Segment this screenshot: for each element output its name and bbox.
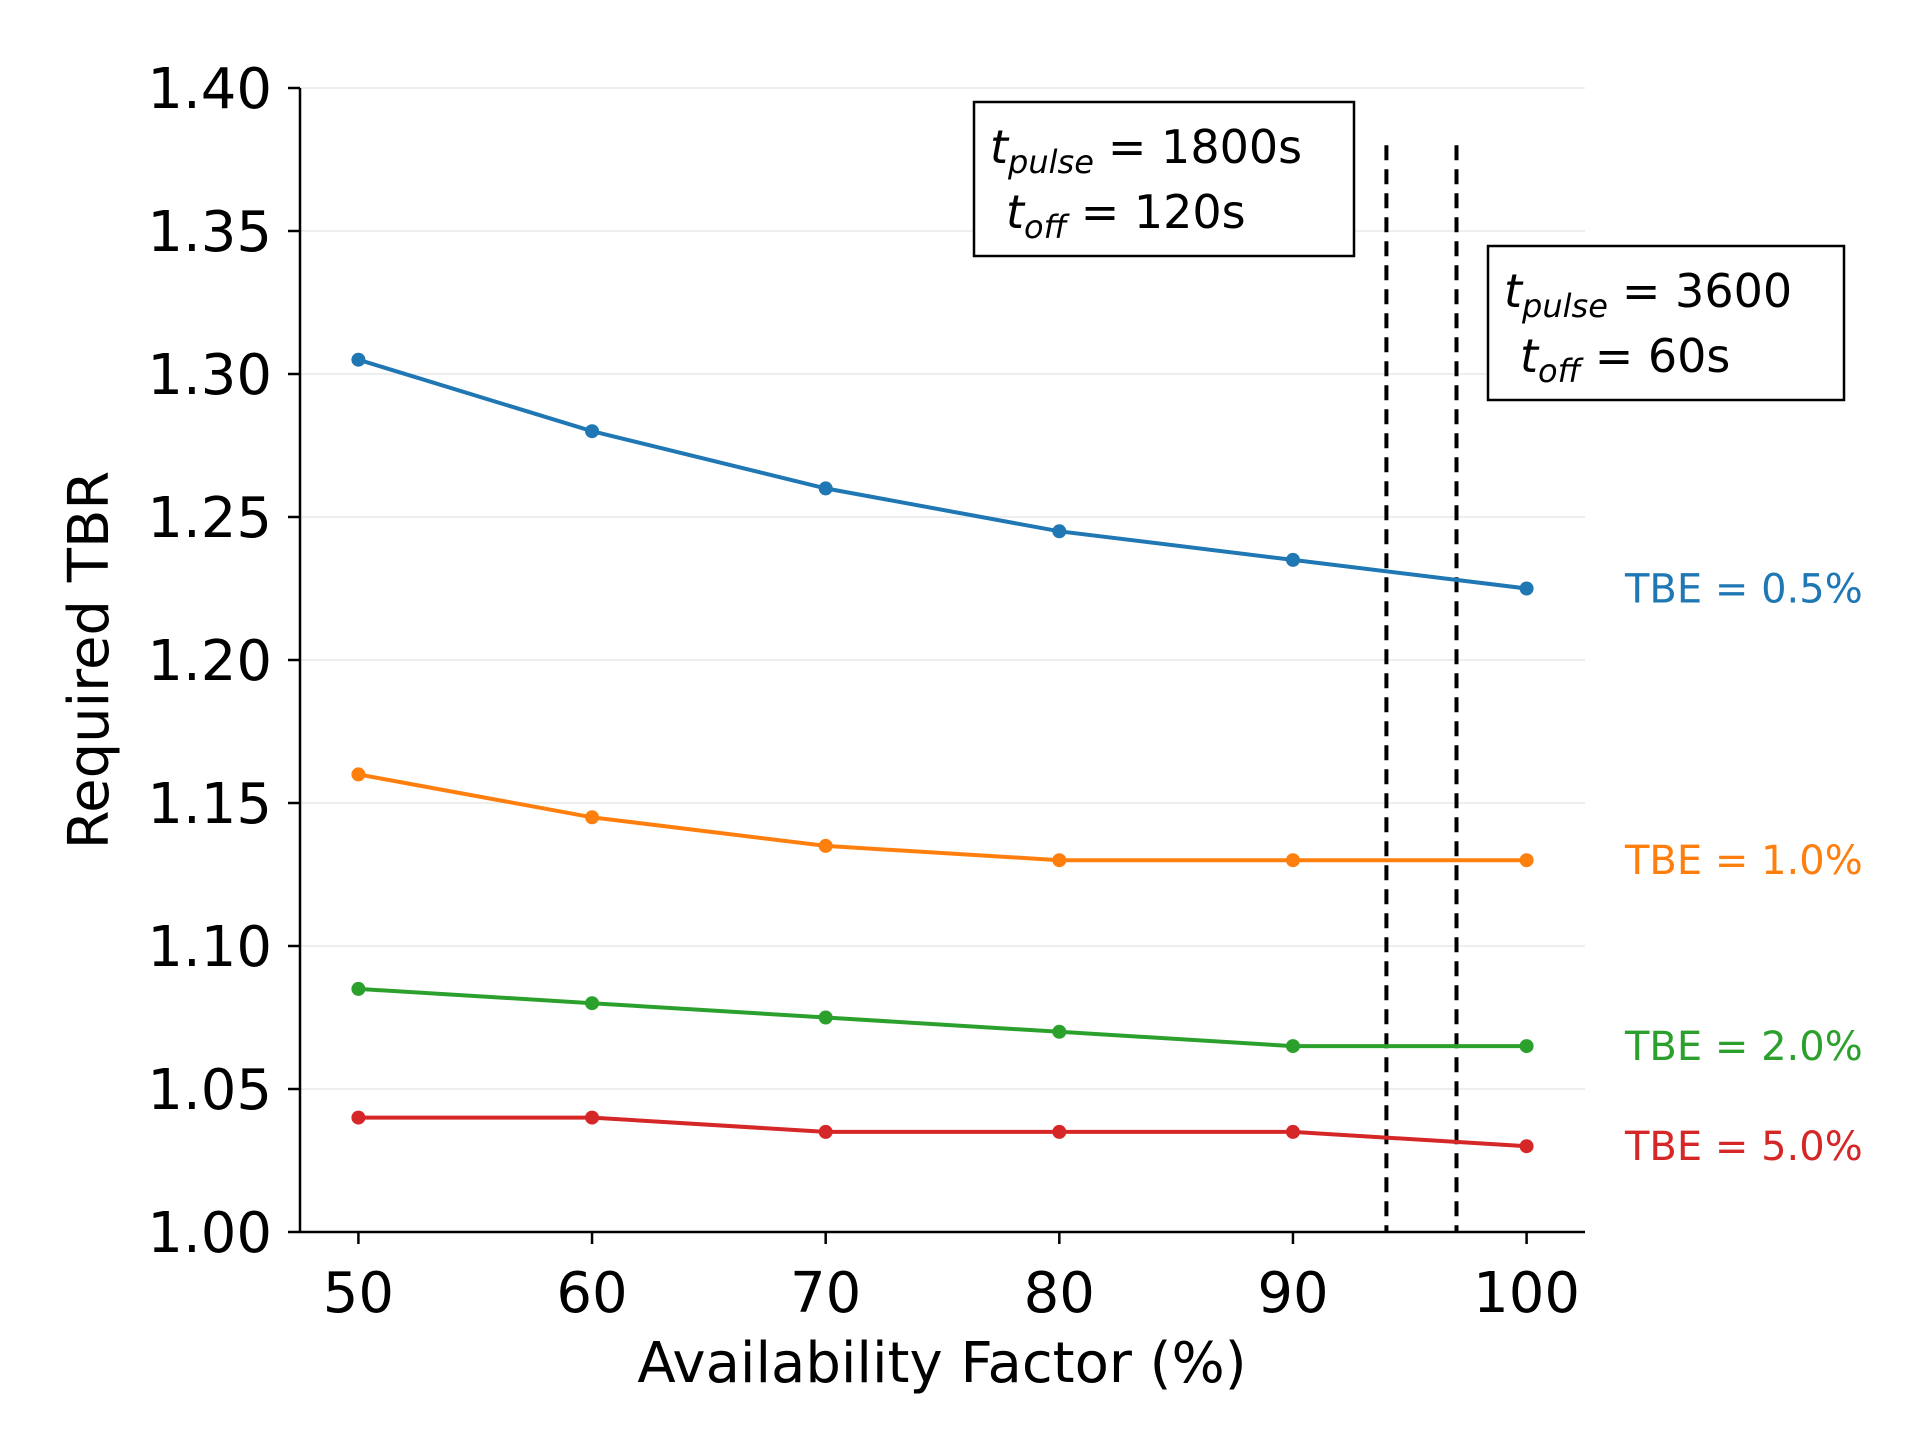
data-point (351, 981, 366, 996)
data-point (1519, 853, 1534, 868)
series-line (358, 986, 1527, 1049)
data-point (351, 1110, 366, 1125)
y-tick-label: 1.25 (147, 486, 272, 551)
data-point (585, 424, 600, 439)
data-point (1052, 1124, 1067, 1139)
y-tick-label: 1.40 (147, 57, 272, 122)
grid-lines (300, 87, 1585, 1233)
data-point (585, 1110, 600, 1125)
annotation-2-t2: t (1520, 329, 1540, 383)
data-point (351, 767, 366, 782)
reference-lines (1384, 145, 1459, 1232)
data-point (818, 1010, 833, 1025)
y-tick-label: 1.35 (147, 200, 272, 265)
annotation-2-off-sub: off (1538, 352, 1585, 390)
data-point (1519, 1039, 1534, 1054)
data-point (585, 810, 600, 825)
annotation-1-off-value: = 120s (1081, 185, 1246, 239)
annotation-box-1: tpulse = 1800s toff = 120s (972, 100, 1356, 258)
x-tick-label: 50 (323, 1261, 394, 1326)
x-tick-label: 80 (1024, 1261, 1095, 1326)
annotation-2-t: t (1504, 264, 1524, 318)
y-tick-label: 1.30 (147, 343, 272, 408)
data-point (818, 838, 833, 853)
y-tick-label: 1.10 (147, 915, 272, 980)
data-point (818, 481, 833, 496)
series-label: TBE = 2.0% (1624, 1024, 1863, 1070)
data-point (1285, 552, 1300, 567)
data-point (1285, 853, 1300, 868)
series-label: TBE = 1.0% (1624, 838, 1863, 884)
annotation-1-pulse-sub: pulse (1007, 143, 1094, 181)
data-point (585, 996, 600, 1011)
series-line (358, 772, 1527, 863)
annotation-box-1-frame (972, 100, 1356, 258)
series-label: TBE = 5.0% (1624, 1124, 1863, 1170)
annotation-1-line-2: toff = 120s (1006, 185, 1246, 246)
x-tick-label: 100 (1473, 1261, 1580, 1326)
data-point (1052, 524, 1067, 539)
ticks: 1.00 1.05 1.10 1.15 1.20 1.25 1.30 1.35 1.40 50 60… (147, 57, 1580, 1326)
y-tick-label: 1.05 (147, 1058, 272, 1123)
data-point (1285, 1124, 1300, 1139)
annotation-1-t: t (990, 120, 1010, 174)
x-axis-title: Availability Factor (%) (637, 1331, 1246, 1396)
series-labels: TBE = 0.5% TBE = 1.0% TBE = 2.0% TBE = 5.0% (1624, 567, 1863, 1171)
data-point (1519, 581, 1534, 596)
y-tick-label: 1.00 (147, 1201, 272, 1266)
annotation-1-line-1: tpulse = 1800s (990, 120, 1302, 181)
series-line (357, 357, 1527, 591)
x-tick-label: 70 (790, 1261, 861, 1326)
x-tick-label: 60 (556, 1261, 627, 1326)
series-lines (351, 352, 1534, 1154)
data-point (1052, 1024, 1067, 1039)
annotation-1-off-sub: off (1024, 208, 1071, 246)
annotation-2-off-value: = 60s (1595, 329, 1731, 383)
y-axis-title: Required TBR (57, 471, 122, 850)
y-tick-label: 1.20 (147, 629, 272, 694)
annotation-2-pulse-value: = 3600 (1622, 264, 1792, 318)
annotation-1-pulse-value: = 1800s (1108, 120, 1302, 174)
annotation-box-2-frame (1486, 244, 1846, 402)
annotation-box-2: tpulse = 3600 toff = 60s (1486, 244, 1846, 402)
annotation-2-line-1: tpulse = 3600 (1504, 264, 1792, 325)
data-point (1285, 1039, 1300, 1054)
series-line (358, 1115, 1527, 1149)
x-tick-label: 90 (1257, 1261, 1328, 1326)
data-point (1052, 853, 1067, 868)
data-point (1519, 1139, 1534, 1154)
annotation-2-pulse-sub: pulse (1521, 287, 1608, 325)
data-point (818, 1124, 833, 1139)
series-label: TBE = 0.5% (1624, 567, 1863, 613)
annotation-2-line-2: toff = 60s (1520, 329, 1730, 390)
annotation-1-t2: t (1006, 185, 1026, 239)
data-point (351, 352, 366, 367)
y-tick-label: 1.15 (147, 772, 272, 837)
